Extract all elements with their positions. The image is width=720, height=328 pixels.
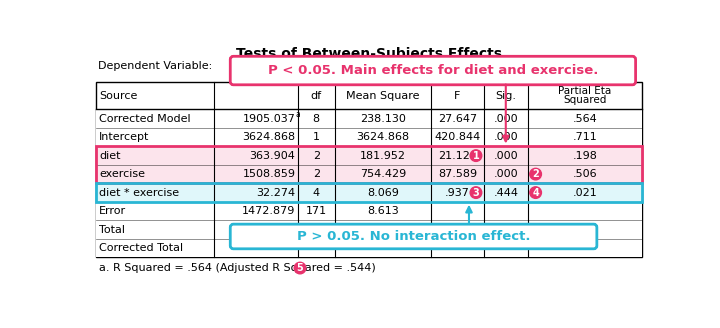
Circle shape [470,187,482,198]
Bar [96,183,642,202]
Text: Error: Error [99,206,127,216]
Text: 1: 1 [312,132,320,142]
Bar [96,110,642,128]
Bar [96,82,642,257]
Text: 8.613: 8.613 [367,206,399,216]
Text: Dependent Variable:: Dependent Variable: [98,61,212,71]
Text: .198: .198 [572,151,598,161]
Bar [96,220,642,239]
Text: .021: .021 [572,188,597,197]
Text: 3: 3 [472,188,480,197]
Text: 3624.868: 3624.868 [242,132,295,142]
Text: 420.844: 420.844 [434,132,480,142]
Circle shape [530,168,541,180]
Text: Source: Source [99,91,138,101]
Text: Intercept: Intercept [99,132,150,142]
Text: 87.589: 87.589 [438,169,477,179]
Text: 238.130: 238.130 [360,114,406,124]
Text: 8: 8 [312,114,320,124]
Text: Corrected Total: Corrected Total [99,243,184,253]
Text: 1508.859: 1508.859 [243,169,295,179]
Text: 32.274: 32.274 [256,188,295,197]
Text: 2: 2 [312,169,320,179]
Text: Partial Eta: Partial Eta [558,86,611,96]
Text: 5: 5 [297,263,303,273]
Text: .564: .564 [572,114,597,124]
Bar [96,183,642,202]
Text: 21.124: 21.124 [438,151,477,161]
Text: P < 0.05. Main effects for diet and exercise.: P < 0.05. Main effects for diet and exer… [268,64,598,77]
Bar [96,202,642,220]
Text: .937: .937 [445,188,469,197]
Circle shape [530,187,541,198]
Text: .000: .000 [493,169,518,179]
Bar [96,146,642,165]
Text: 1905.037: 1905.037 [243,114,295,124]
Text: 8.069: 8.069 [367,188,399,197]
Text: 1: 1 [472,151,480,161]
Text: F: F [454,91,461,101]
Text: .711: .711 [572,132,597,142]
Text: diet * exercise: diet * exercise [99,188,179,197]
Text: Sig.: Sig. [495,91,516,101]
Text: exercise: exercise [99,169,145,179]
Text: df: df [311,91,322,101]
Circle shape [470,150,482,161]
Text: a. R Squared = .564 (Adjusted R Squared = .544): a. R Squared = .564 (Adjusted R Squared … [99,263,376,273]
Text: a: a [295,110,300,119]
FancyBboxPatch shape [230,56,636,85]
Text: 363.904: 363.904 [250,151,295,161]
Bar [96,128,642,146]
Text: .000: .000 [493,151,518,161]
Text: Total: Total [99,225,125,235]
Text: Squared: Squared [563,95,606,105]
Bar [96,146,642,183]
Bar [96,165,642,183]
Text: P > 0.05. No interaction effect.: P > 0.05. No interaction effect. [297,230,531,243]
Text: Corrected Model: Corrected Model [99,114,191,124]
Text: 1472.879: 1472.879 [242,206,295,216]
Text: 181.952: 181.952 [360,151,406,161]
Text: 171: 171 [306,206,327,216]
Text: 27.647: 27.647 [438,114,477,124]
Text: .444: .444 [493,188,518,197]
Text: 4: 4 [312,188,320,197]
Text: 4: 4 [532,188,539,197]
Text: 2: 2 [312,151,320,161]
Text: 2: 2 [532,169,539,179]
Text: 3624.868: 3624.868 [356,132,410,142]
Text: Mean Square: Mean Square [346,91,420,101]
Text: Tests of Between-Subjects Effects: Tests of Between-Subjects Effects [236,47,502,61]
Bar [96,239,642,257]
Circle shape [294,262,306,274]
Text: 754.429: 754.429 [360,169,406,179]
Text: .506: .506 [572,169,597,179]
Text: .000: .000 [493,114,518,124]
Text: .000: .000 [493,132,518,142]
Text: diet: diet [99,151,121,161]
FancyBboxPatch shape [230,224,597,249]
